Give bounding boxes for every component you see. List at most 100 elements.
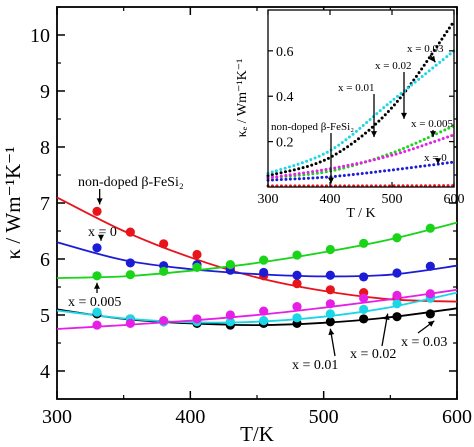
x-tick-label: 500 [309,406,339,428]
main-y-axis-label: κ / Wm⁻¹K⁻¹ [1,147,25,260]
data-point-non-doped-fesi [92,206,102,216]
inset-curves [266,19,456,188]
inset-annotation-x-0: x = 0 [424,152,447,164]
data-point-x-0 [425,261,435,271]
inset-plot-frame [267,9,455,188]
inset-ticks: 300 400 500 600 0.2 0.4 0.6 [258,10,465,207]
data-point-x-0-03 [392,290,402,300]
data-point-x-0-02 [92,307,102,317]
inset-y-tick-label: 0.6 [276,45,294,60]
y-tick-label: 9 [40,81,50,103]
y-tick-label: 6 [40,249,50,271]
inset-arrow-x-001 [371,94,377,138]
inset-annotation-non-doped: non-doped β-FeSi₂ [271,121,354,133]
data-point-x-0-005 [392,233,402,243]
data-point-x-0-03 [92,320,102,330]
data-point-x-0-03 [159,316,169,326]
arrow-x-003 [417,320,435,334]
main-data-points [92,206,435,330]
arrow-x-0 [98,234,104,241]
y-tick-label: 4 [40,361,50,383]
fit-curve-x-0-005 [56,221,458,279]
data-point-x-0-03 [259,306,269,316]
y-tick-label: 8 [40,137,50,159]
fit-curve-x-0-03 [56,288,458,330]
data-point-x-0-03 [425,289,435,299]
data-point-x-0-03 [225,310,235,320]
data-point-non-doped-fesi [125,227,135,237]
annotation-x-002: x = 0.02 [350,347,396,362]
data-point-x-0-005 [92,271,102,281]
data-point-x-0-03 [192,314,202,324]
inset-x-axis-label: T / K [346,206,375,221]
arrow-x-001 [328,328,336,357]
annotation-x-0: x = 0 [88,225,117,240]
data-point-non-doped-fesi [159,239,169,249]
x-tick-label: 600 [442,406,472,428]
data-point-non-doped-fesi [192,249,202,260]
data-point-x-0-01 [325,317,335,327]
inset-curve-x-0-03 [266,133,456,180]
inset-background [268,10,454,187]
data-point-x-0-02 [392,299,402,309]
y-tick-label: 7 [40,193,50,215]
inset-annotation-arrows [328,54,441,184]
fit-curve-non-doped-fesi [56,196,458,303]
data-point-x-0-03 [325,299,335,309]
x-tick-label: 400 [175,406,205,428]
main-ticks: 300 400 500 600 4 5 6 7 8 9 10 [30,6,472,428]
inset-x-tick-label: 400 [320,192,341,207]
data-point-x-0-01 [359,314,369,324]
inset-annotation-x-003: x = 0.03 [407,43,444,55]
inset-y-tick-label: 0.2 [276,136,294,151]
data-point-x-0-005 [192,262,202,272]
data-point-x-0-02 [259,316,269,326]
arrow-x-0005 [94,282,100,293]
data-point-x-0-02 [225,317,235,327]
data-point-x-0-01 [392,312,402,322]
fit-curve-x-0-02 [56,291,458,324]
arrow-non-doped [96,189,103,205]
main-fit-curves [56,196,458,330]
data-point-non-doped-fesi [292,279,302,289]
inset-x-tick-label: 500 [382,192,403,207]
inset-arrow-non-doped [328,133,334,184]
data-point-x-0-005 [159,266,169,276]
data-point-x-0-01 [425,309,435,319]
data-point-x-0 [392,268,402,278]
inset-x-tick-label: 600 [444,192,465,207]
inset-curve-x-0-01 [266,19,456,178]
data-point-x-0-005 [225,260,235,270]
arrow-x-002 [381,313,390,347]
fit-curve-x-0 [56,241,458,278]
annotation-x-001: x = 0.01 [292,358,338,373]
inset-annotation-x-001: x = 0.01 [338,82,374,94]
data-point-x-0-005 [259,255,269,265]
data-point-x-0 [292,270,302,280]
data-point-x-0-03 [359,293,369,303]
inset-y-tick-label: 0.4 [276,90,294,105]
data-point-x-0 [325,270,335,280]
data-point-x-0-03 [292,302,302,312]
data-point-non-doped-fesi [325,285,335,295]
inset-curve-x-0 [266,160,456,182]
inset-curve-x-0-02 [266,49,456,175]
y-tick-label: 5 [40,305,50,327]
annotation-non-doped: non-doped β-FeSi₂ [78,175,184,190]
data-point-x-0-02 [292,313,302,323]
data-point-x-0-02 [359,304,369,314]
inset-annotation-x-0005: x = 0.005 [411,118,453,130]
data-point-x-0-005 [125,270,135,280]
annotation-x-0005: x = 0.005 [68,295,121,310]
annotation-x-003: x = 0.03 [401,335,447,350]
data-point-x-0 [92,243,102,253]
inset-arrow-x-0 [435,158,441,165]
data-point-x-0 [125,258,135,268]
data-point-x-0-005 [359,238,369,248]
x-tick-label: 300 [42,406,72,428]
data-point-x-0-03 [125,318,135,328]
inset-arrow-x-002 [401,72,407,119]
y-tick-label: 10 [30,25,50,47]
main-annotation-arrows [94,189,435,357]
